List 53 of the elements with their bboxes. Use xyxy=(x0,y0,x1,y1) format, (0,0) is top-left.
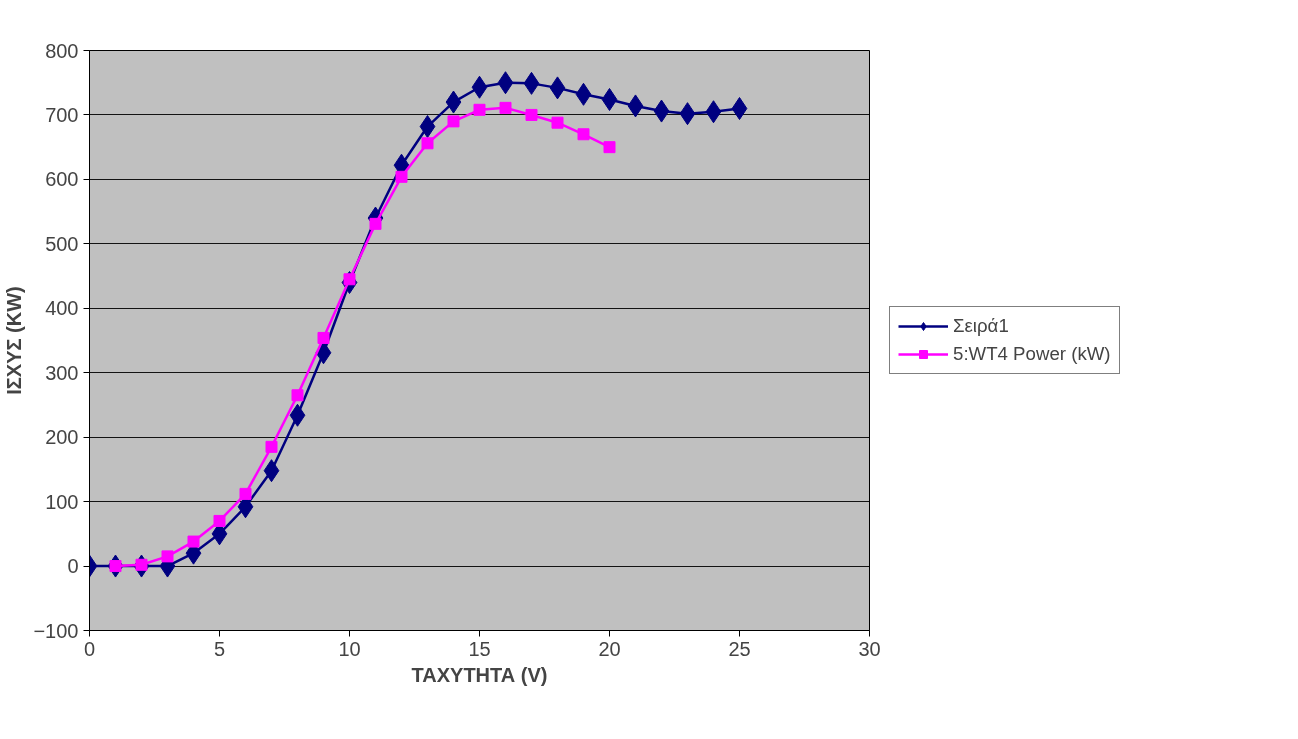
point xyxy=(265,440,278,453)
point xyxy=(653,99,670,123)
point xyxy=(731,97,748,120)
y-axis-title: ΙΣΧΥΣ (KW) xyxy=(3,286,26,395)
point xyxy=(705,100,722,124)
y-tick-label: 600 xyxy=(45,168,79,191)
point xyxy=(525,108,538,121)
x-tick-label: 15 xyxy=(468,637,491,660)
point xyxy=(421,137,434,150)
y-tick-label: 0 xyxy=(67,555,79,578)
point xyxy=(627,94,644,118)
point xyxy=(369,217,382,230)
point xyxy=(679,102,696,126)
y-tick-label: 100 xyxy=(45,490,79,513)
point xyxy=(499,101,512,114)
point xyxy=(213,514,226,527)
point xyxy=(291,389,304,402)
y-tick-label: 200 xyxy=(45,426,79,449)
point xyxy=(289,403,306,427)
x-tick-label: 25 xyxy=(728,637,751,660)
point xyxy=(497,71,514,95)
point xyxy=(601,87,618,111)
point xyxy=(419,115,436,139)
point xyxy=(523,71,540,95)
legend-label: Σειρά1 xyxy=(953,315,1009,337)
point xyxy=(447,115,460,128)
point xyxy=(317,331,330,344)
point xyxy=(551,116,564,129)
point xyxy=(575,82,592,106)
point xyxy=(577,128,590,141)
point xyxy=(161,550,174,563)
y-tick-label: 400 xyxy=(45,297,79,320)
x-tick-label: 30 xyxy=(858,637,881,660)
point xyxy=(471,75,488,99)
point xyxy=(263,459,280,483)
point xyxy=(187,535,200,548)
x-tick-label: 10 xyxy=(338,637,361,660)
x-axis-title: ΤΑΧΥΤΗΤΑ (V) xyxy=(411,663,548,686)
point xyxy=(445,90,462,114)
y-tick-label: 800 xyxy=(45,39,79,62)
y-tick-label: −100 xyxy=(33,619,79,642)
y-tick-label: 500 xyxy=(45,232,79,255)
y-tick-label: 300 xyxy=(45,361,79,384)
x-tick-label: 0 xyxy=(83,637,96,660)
point xyxy=(239,487,252,500)
point xyxy=(395,170,408,183)
y-tick-label: 700 xyxy=(45,103,79,126)
point xyxy=(603,141,616,154)
point xyxy=(549,76,566,100)
legend-label: 5:WT4 Power (kW) xyxy=(953,343,1111,365)
x-tick-label: 5 xyxy=(213,637,226,660)
x-tick-label: 20 xyxy=(598,637,621,660)
point xyxy=(473,103,486,116)
